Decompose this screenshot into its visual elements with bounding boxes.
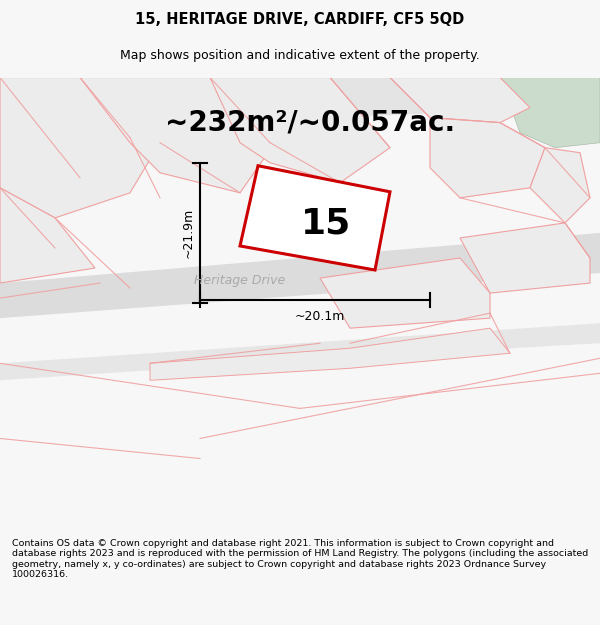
Polygon shape: [320, 258, 490, 328]
Text: ~20.1m: ~20.1m: [295, 309, 345, 322]
Polygon shape: [140, 78, 600, 122]
Polygon shape: [430, 118, 545, 198]
Polygon shape: [500, 78, 600, 148]
Text: Heritage Drive: Heritage Drive: [194, 274, 286, 286]
Polygon shape: [0, 233, 600, 318]
Text: 15: 15: [301, 206, 351, 241]
Text: Contains OS data © Crown copyright and database right 2021. This information is : Contains OS data © Crown copyright and d…: [12, 539, 588, 579]
Polygon shape: [150, 328, 510, 381]
Text: ~232m²/~0.057ac.: ~232m²/~0.057ac.: [165, 109, 455, 137]
Polygon shape: [390, 78, 530, 122]
Polygon shape: [0, 188, 95, 283]
Polygon shape: [240, 166, 390, 270]
Polygon shape: [80, 78, 275, 192]
Polygon shape: [0, 78, 160, 218]
Polygon shape: [0, 323, 600, 381]
Text: 15, HERITAGE DRIVE, CARDIFF, CF5 5QD: 15, HERITAGE DRIVE, CARDIFF, CF5 5QD: [136, 12, 464, 27]
Text: ~21.9m: ~21.9m: [182, 208, 194, 258]
Text: Map shows position and indicative extent of the property.: Map shows position and indicative extent…: [120, 49, 480, 62]
Polygon shape: [210, 78, 390, 182]
Polygon shape: [460, 223, 590, 293]
Polygon shape: [530, 148, 590, 223]
